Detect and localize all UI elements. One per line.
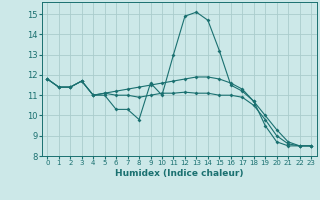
X-axis label: Humidex (Indice chaleur): Humidex (Indice chaleur) <box>115 169 244 178</box>
